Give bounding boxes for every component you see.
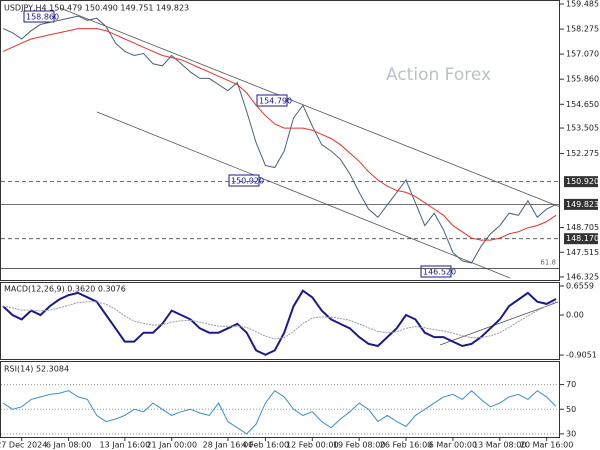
level-box: [564, 176, 598, 188]
x-tick-label: 12 Feb 00:00: [286, 441, 338, 450]
y-tick-label: 0.00: [566, 310, 584, 319]
y-tick-label: 158.275: [566, 25, 599, 34]
x-tick-label: 21 Jan 00:00: [146, 441, 197, 450]
rsi-frame: [0, 361, 560, 438]
series-line: [2, 300, 557, 340]
series-line: [2, 15, 557, 264]
y-tick-label: -0.9051: [566, 351, 597, 360]
y-tick-label: 146.325: [566, 272, 599, 281]
x-tick-label: 26 Feb 16:00: [380, 441, 432, 450]
y-tick-label: 153.505: [566, 124, 599, 133]
y-tick-label: 159.485: [566, 0, 599, 9]
fib-label: 61.8: [540, 259, 556, 267]
level-box: [564, 198, 598, 210]
x-tick-label: 13 Jan 16:00: [100, 441, 151, 450]
macd-trendline: [439, 301, 559, 346]
x-tick-label: 20 Mar 16:00: [520, 441, 573, 450]
series-line: [2, 28, 557, 241]
series-line: [2, 289, 557, 356]
x-tick-label: 19 Feb 08:00: [333, 441, 385, 450]
x-tick-label: 6 Mar 00:00: [429, 441, 477, 450]
y-tick-label: 30: [566, 429, 576, 438]
rsi-title: RSI(14) 52.3084: [4, 365, 69, 374]
x-tick-label: 28 Jan 16:00: [203, 441, 254, 450]
channel-upper: [59, 7, 561, 208]
x-tick-label: 4 Feb 16:00: [242, 441, 289, 450]
annotation-label: 154.790: [259, 97, 292, 106]
level-label: 149.823: [566, 200, 599, 209]
annotation: 158.860 154.790 150.920 146.520: [23, 10, 456, 278]
price-title: USDJPY,H4 150.479 150.490 149.751 149.82…: [4, 4, 189, 13]
y-tick-label: 0.6559: [566, 281, 594, 290]
macd-frame: [0, 282, 560, 360]
y-tick-label: 157.070: [566, 50, 599, 59]
x-tick-label: 27 Dec 2024: [0, 441, 47, 450]
level-label: 148.170: [566, 234, 599, 243]
annotation-box: [228, 174, 260, 187]
annotation-label: 150.920: [231, 177, 264, 186]
annotation-label: 158.860: [26, 13, 59, 22]
x-tick-label: 6 Jan 08:00: [46, 441, 92, 450]
y-tick-label: 70: [566, 380, 576, 389]
level-box: [564, 233, 598, 245]
x-tick-label: 13 Mar 08:00: [473, 441, 526, 450]
y-tick-label: 148.705: [566, 223, 599, 232]
annotation-box: [23, 10, 55, 23]
channel-lower: [96, 111, 511, 279]
y-tick-label: 154.650: [566, 100, 599, 109]
series-line: [2, 390, 557, 435]
annotation-label: 146.520: [423, 268, 456, 277]
y-tick-label: 50: [566, 405, 576, 414]
price-frame: [0, 0, 560, 281]
level-label: 150.920: [566, 177, 599, 186]
y-tick-label: 147.515: [566, 248, 599, 257]
watermark: Action Forex: [386, 65, 491, 85]
y-tick-label: 155.860: [566, 75, 599, 84]
annotation-box: [420, 265, 452, 278]
y-tick-label: 152.275: [566, 149, 599, 158]
annotation-box: [256, 94, 288, 107]
macd-title: MACD(12,26,9) 0.3620 0.3076: [4, 285, 126, 294]
